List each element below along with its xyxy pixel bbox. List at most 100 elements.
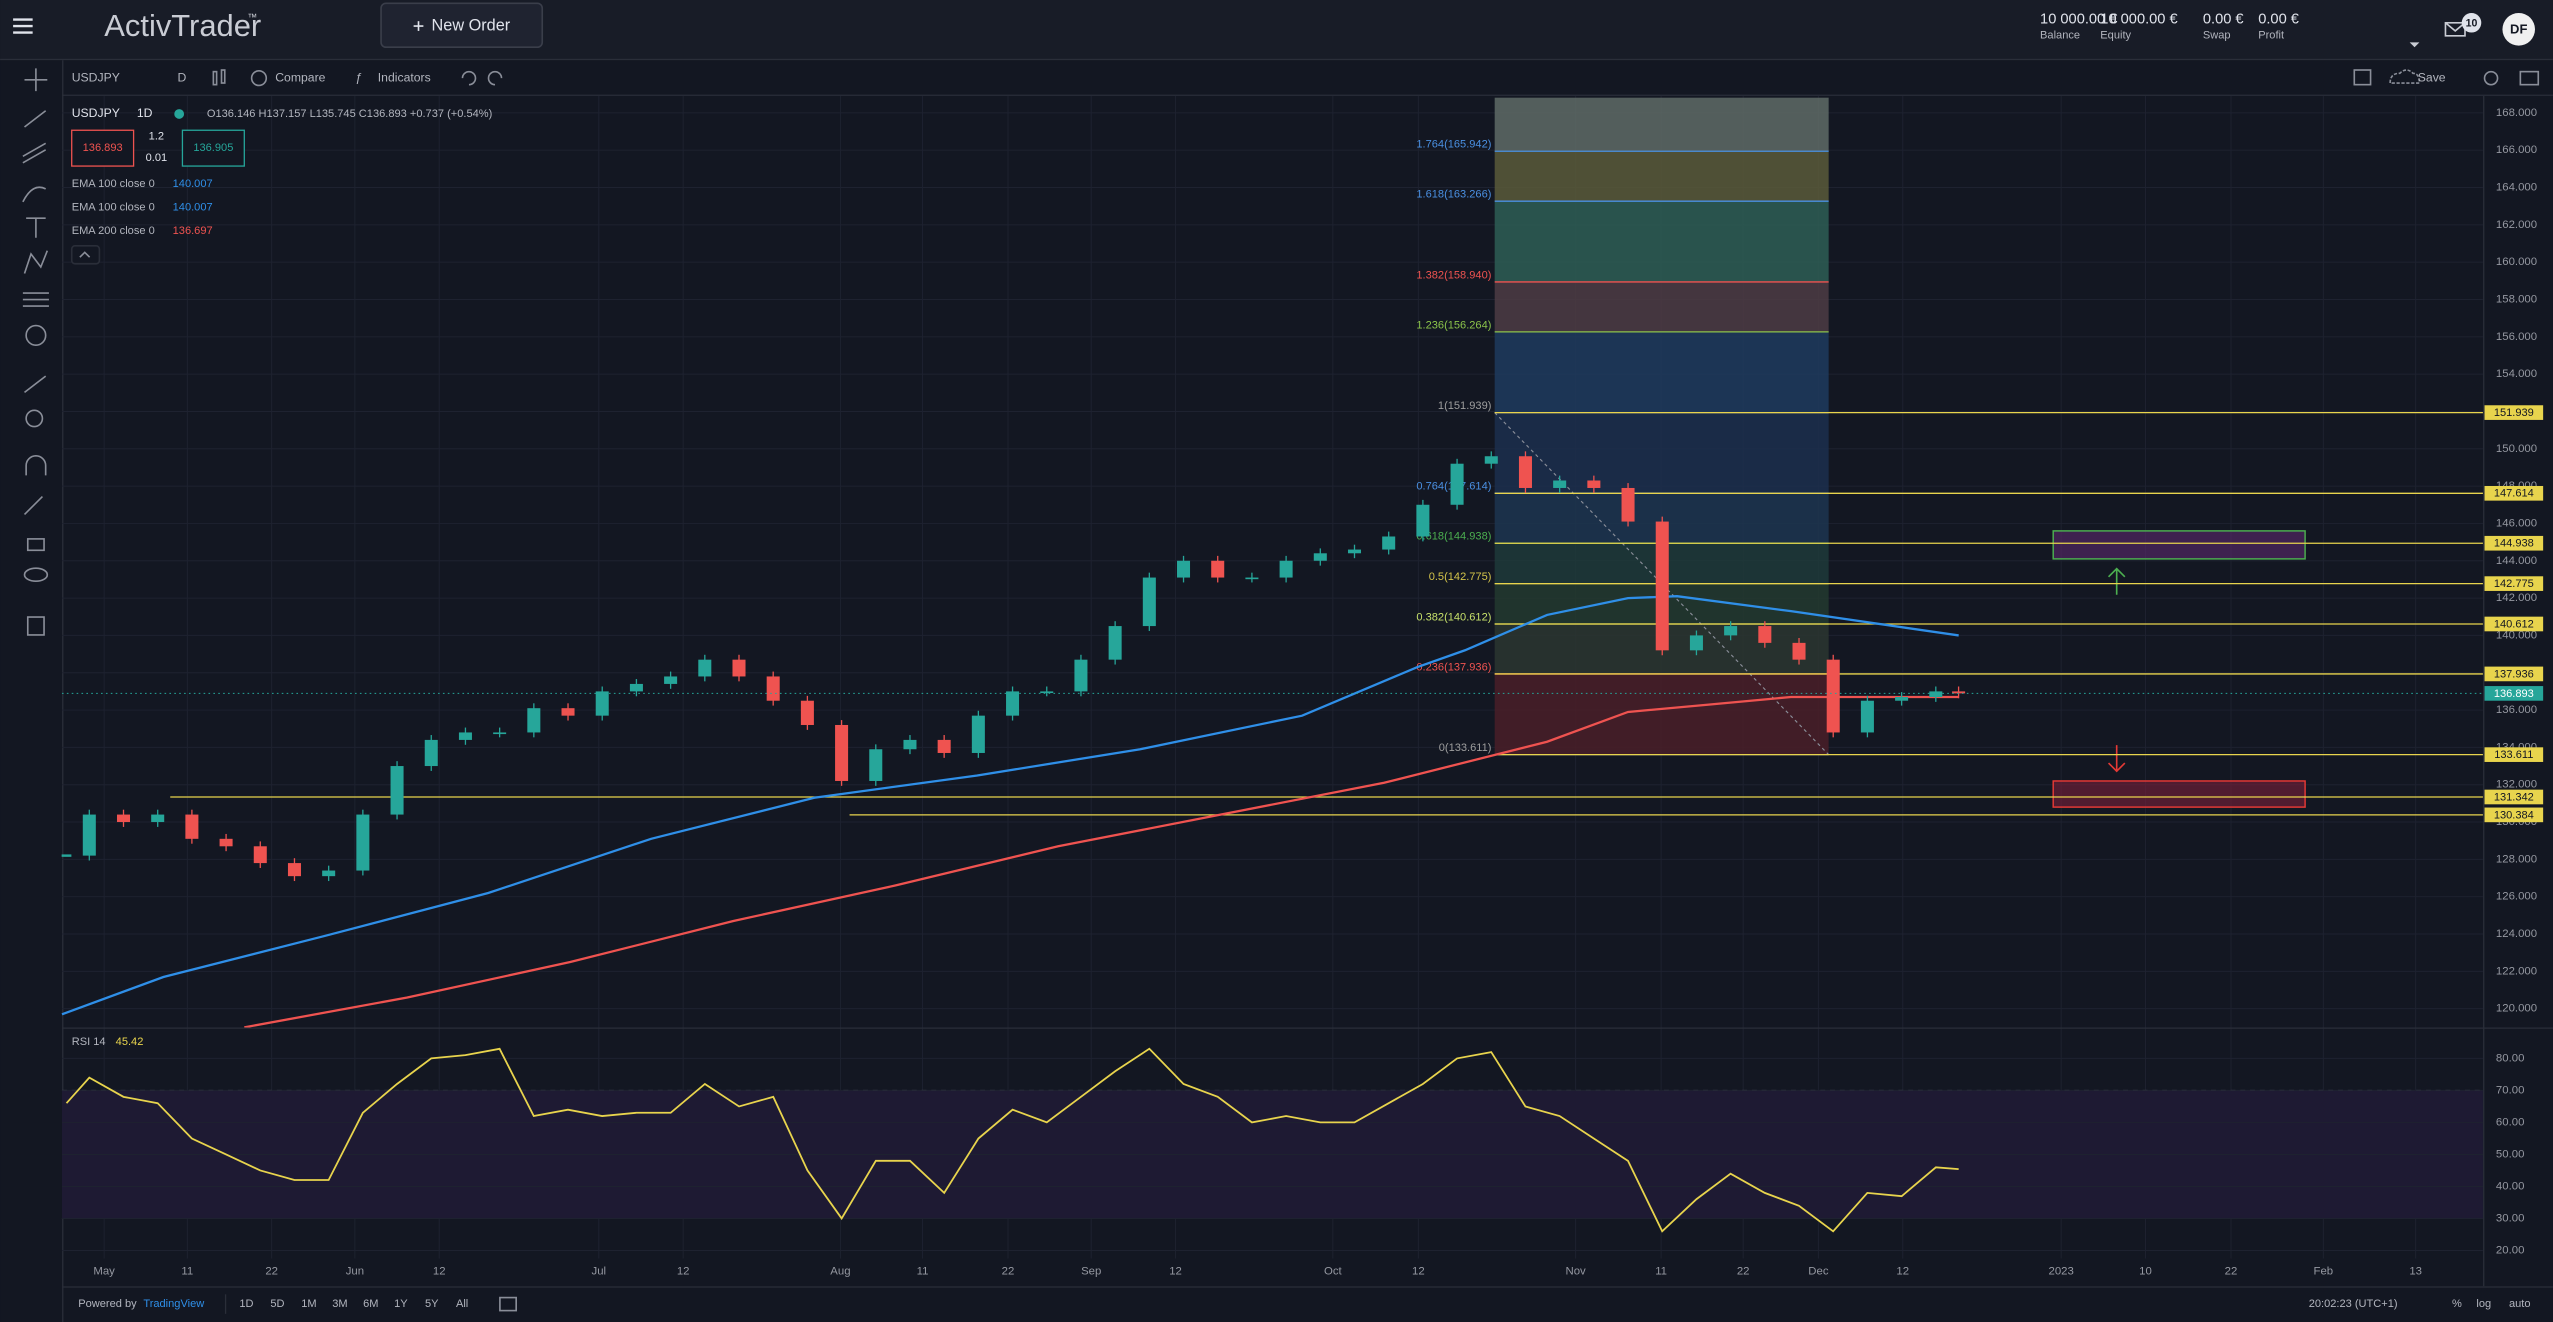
candle [1758,626,1772,643]
range-button[interactable]: 3M [332,1298,347,1310]
profit-dropdown[interactable] [2409,42,2420,48]
candle [937,739,951,753]
candle [1074,659,1088,692]
message-count: 10 [2466,17,2478,29]
fib-label: 1.764(165.942) [1416,139,1491,151]
lot-size[interactable]: 0.01 [146,152,168,164]
toolbar-compare[interactable]: Compare [275,70,325,84]
candle [1450,463,1464,505]
candle [1279,560,1293,578]
range-button[interactable]: 1Y [394,1298,408,1310]
candle [356,814,370,871]
snapshot-icon[interactable] [2519,70,2540,86]
x-tick-label: Jun [346,1266,364,1278]
ask-price[interactable]: 136.905 [193,142,233,154]
bid-price[interactable]: 136.893 [83,142,123,154]
footer: Powered by TradingView 20:02:23 (UTC+1) … [78,1294,2530,1314]
logo: ActivTrader [104,8,261,43]
indicators-icon[interactable]: ƒ [355,70,362,84]
y-tick-label: 136.000 [2496,704,2537,716]
range-button[interactable]: 1D [239,1298,253,1310]
auto-toggle[interactable]: auto [2509,1298,2531,1310]
indicator-value: 140.007 [173,178,213,190]
legend-ohlc: O136.146 H137.157 L135.745 C136.893 +0.7… [207,108,492,120]
brand[interactable]: TradingView [143,1298,205,1310]
trendline-tool[interactable] [24,110,47,128]
price-tag-label: 144.938 [2494,538,2534,550]
indicator-value: 140.007 [173,202,213,214]
brush-tool[interactable] [22,186,47,203]
range-button[interactable]: 6M [363,1298,378,1310]
icon-tool[interactable] [25,324,47,346]
percent-toggle[interactable]: % [2452,1298,2462,1310]
candle [1621,487,1635,522]
sell-button[interactable]: 136.893 [71,129,135,167]
stat-value: 0.00 € [2258,11,2299,27]
candle [82,814,96,856]
x-tick-label: 11 [1655,1266,1667,1278]
bar-style-icon[interactable] [212,69,226,86]
candle [1108,626,1122,660]
zoom-tool[interactable] [25,409,44,428]
range-button[interactable]: All [456,1298,468,1310]
pattern-tool[interactable] [23,250,49,274]
log-toggle[interactable]: log [2476,1298,2491,1310]
new-order-button[interactable]: New Order [380,2,544,49]
y-tick-label: 140.000 [2496,629,2537,641]
y-tick-label: 70.00 [2496,1084,2524,1096]
ohlc-low: L135.745 [310,108,356,120]
range-button[interactable]: 5D [270,1298,284,1310]
text-tool[interactable] [26,217,46,238]
prediction-tool[interactable] [22,292,49,307]
date-range-icon[interactable] [499,1296,518,1312]
y-tick-label: 146.000 [2496,517,2537,529]
y-tick-label: 80.00 [2496,1052,2524,1064]
fullscreen-icon[interactable] [2353,69,2372,86]
magnet-tool[interactable] [25,455,47,476]
toolbar-save[interactable]: Save [2418,70,2446,84]
crosshair-tool[interactable] [24,68,48,92]
rsi-value: 45.42 [116,1036,144,1048]
x-tick-label: 22 [1737,1266,1750,1278]
avatar[interactable]: DF [2502,13,2536,46]
redo-icon[interactable] [487,70,503,86]
toolbar-symbol[interactable]: USDJPY [72,70,120,84]
stay-drawing-tool[interactable] [23,495,43,516]
candle [424,739,438,767]
legend-symbol: USDJPY [72,106,120,120]
delete-tool[interactable] [26,616,45,636]
candle [1553,480,1567,488]
drawing-tools[interactable] [22,68,49,636]
measure-tool[interactable] [24,375,47,394]
compare-icon[interactable] [250,70,268,87]
price-tag-label: 147.614 [2494,488,2534,500]
undo-icon[interactable] [461,70,477,86]
range-button[interactable]: 1M [301,1298,316,1310]
candle [219,838,233,847]
fib-tool[interactable] [22,142,47,164]
y-tick-label: 166.000 [2496,144,2537,156]
lock-tool[interactable] [26,538,45,552]
settings-icon[interactable] [2483,70,2499,86]
market-status [174,109,185,119]
price-tag [2484,576,2544,591]
toolbar-interval[interactable]: D [178,70,187,84]
menu-icon[interactable] [13,18,33,34]
buy-button[interactable]: 136.905 [181,129,245,167]
x-tick-label: Nov [1566,1266,1587,1278]
toolbar-indicators[interactable]: Indicators [378,70,431,84]
new-order-label[interactable]: New Order [432,16,511,34]
y-tick-label: 128.000 [2496,853,2537,865]
range-button[interactable]: 5Y [425,1298,439,1310]
price-tag-label: 133.611 [2494,749,2533,761]
y-tick-label: 158.000 [2496,293,2537,305]
candle [1142,577,1156,627]
candle [664,676,678,684]
fib-label: 1.236(156.264) [1416,319,1491,331]
candle [253,846,267,864]
messages[interactable]: 10 [2444,13,2482,37]
fib-zone [1494,281,1829,332]
visibility-tool[interactable] [23,567,49,583]
collapse-legend[interactable] [70,245,101,265]
fib-zone [1494,97,1829,152]
